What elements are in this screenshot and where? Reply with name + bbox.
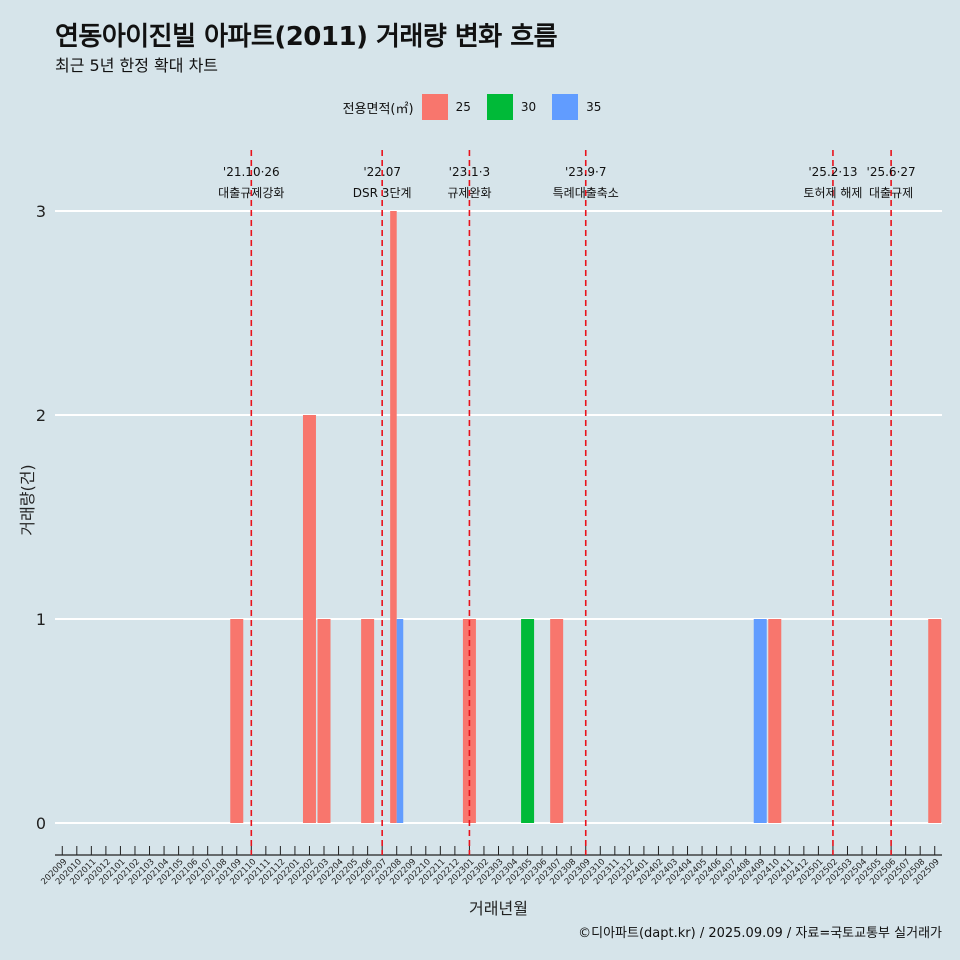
y-tick-label: 0 — [36, 814, 46, 833]
bar-25-202202 — [302, 415, 316, 823]
caption: ©디아파트(dapt.kr) / 2025.09.09 / 자료=국토교통부 실… — [578, 926, 942, 941]
bar-25-202206 — [361, 619, 375, 823]
legend: 전용면적(㎡) 25 30 35 — [0, 92, 960, 122]
bar-25-202410 — [768, 619, 782, 823]
event-date-label: '23.9·7 — [565, 165, 606, 179]
chart-title: 연동아이진빌 아파트(2011) 거래량 변화 흐름 — [55, 22, 558, 52]
legend-swatch-30 — [486, 94, 513, 120]
event-date-label: '23.1·3 — [449, 165, 490, 179]
event-date-label: '21.10·26 — [223, 165, 280, 179]
event-name-label: 대출규제강화 — [218, 186, 284, 200]
chart-subtitle: 최근 5년 한정 확대 차트 — [55, 56, 219, 75]
event-name-label: 대출규제 — [869, 186, 913, 200]
legend-swatch-25 — [421, 94, 448, 120]
y-tick-label: 3 — [36, 202, 46, 221]
legend-item-35: 35 — [552, 94, 601, 120]
event-name-label: DSR 3단계 — [353, 186, 412, 200]
event-name-label: 규제완화 — [447, 186, 491, 200]
y-tick-label: 2 — [36, 406, 46, 425]
bar-35-202409 — [753, 619, 767, 823]
event-name-label: 토허제 해제 — [803, 186, 862, 200]
y-tick-label: 1 — [36, 610, 46, 629]
legend-item-30: 30 — [486, 94, 537, 120]
legend-label-30: 30 — [520, 100, 537, 114]
bar-35-202208 — [396, 619, 404, 823]
legend-title: 전용면적(㎡) — [342, 101, 414, 117]
bar-25-202109 — [230, 619, 244, 823]
legend-swatch-35 — [552, 94, 579, 120]
x-axis-title: 거래년월 — [469, 899, 528, 918]
bar-25-202509 — [928, 619, 942, 823]
event-date-label: '25.6·27 — [867, 165, 916, 179]
y-axis-title: 거래량(건) — [18, 464, 37, 535]
event-date-label: '22.07 — [363, 165, 401, 179]
legend-label-25: 25 — [455, 100, 471, 114]
bar-25-202203 — [317, 619, 331, 823]
bar-25-202307 — [550, 619, 564, 823]
legend-item-25: 25 — [421, 94, 471, 120]
event-name-label: 특례대출축소 — [553, 186, 619, 200]
bar-30-202305 — [521, 619, 535, 823]
bar-25-202208 — [390, 211, 397, 823]
event-date-label: '25.2·13 — [808, 165, 857, 179]
legend-label-35: 35 — [586, 100, 602, 114]
